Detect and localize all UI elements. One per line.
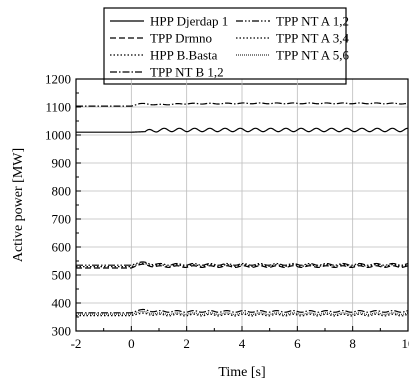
series-line-3 xyxy=(76,262,409,268)
legend-box xyxy=(103,7,347,85)
legend-label: TPP Drmno xyxy=(150,31,212,46)
grid xyxy=(76,79,408,331)
y-tick-label: 300 xyxy=(52,324,72,339)
y-tick-label: 500 xyxy=(52,268,72,283)
x-tick-label: 0 xyxy=(128,336,135,351)
y-tick-label: 1100 xyxy=(45,100,71,115)
series-line-1 xyxy=(76,261,409,266)
series-line-7 xyxy=(76,308,409,314)
x-axis-label: Time [s] xyxy=(218,365,265,380)
y-tick-label: 1000 xyxy=(45,128,71,143)
series-layer xyxy=(76,102,409,317)
y-tick-label: 900 xyxy=(52,156,72,171)
series-line-4 xyxy=(76,312,409,317)
y-tick-label: 400 xyxy=(52,296,72,311)
legend-label: TPP NT B 1,2 xyxy=(150,65,224,80)
y-axis-label: Active power [MW] xyxy=(11,148,26,262)
legend-label: TPP NT A 1,2 xyxy=(276,14,349,29)
x-tick-label: 2 xyxy=(183,336,190,351)
x-tick-label: 6 xyxy=(294,336,301,351)
series-line-6 xyxy=(76,102,409,107)
x-tick-label: 4 xyxy=(239,336,246,351)
series-line-0 xyxy=(76,127,408,133)
y-tick-label: 800 xyxy=(52,184,72,199)
x-tick-label: 10 xyxy=(402,336,409,351)
legend-label: HPP Djerdap 1 xyxy=(150,14,228,29)
legend-label: HPP B.Basta xyxy=(150,48,218,63)
y-tick-label: 700 xyxy=(52,212,72,227)
y-tick-label: 1200 xyxy=(45,72,71,87)
x-tick-label: -2 xyxy=(71,336,82,351)
series-line-5 xyxy=(76,310,409,316)
y-tick-label: 600 xyxy=(52,240,72,255)
legend-label: TPP NT A 3,4 xyxy=(276,31,349,46)
x-tick-label: 8 xyxy=(349,336,356,351)
series-line-2 xyxy=(76,263,409,269)
legend: HPP Djerdap 1 TPP Drmno HPP B.Basta TPP NT … xyxy=(110,14,349,80)
ticks: -2 0 2 4 6 8 10 300 400 500 600 700 800 900 1000 1100 12… xyxy=(45,72,409,352)
legend-label: TPP NT A 5,6 xyxy=(276,48,349,63)
